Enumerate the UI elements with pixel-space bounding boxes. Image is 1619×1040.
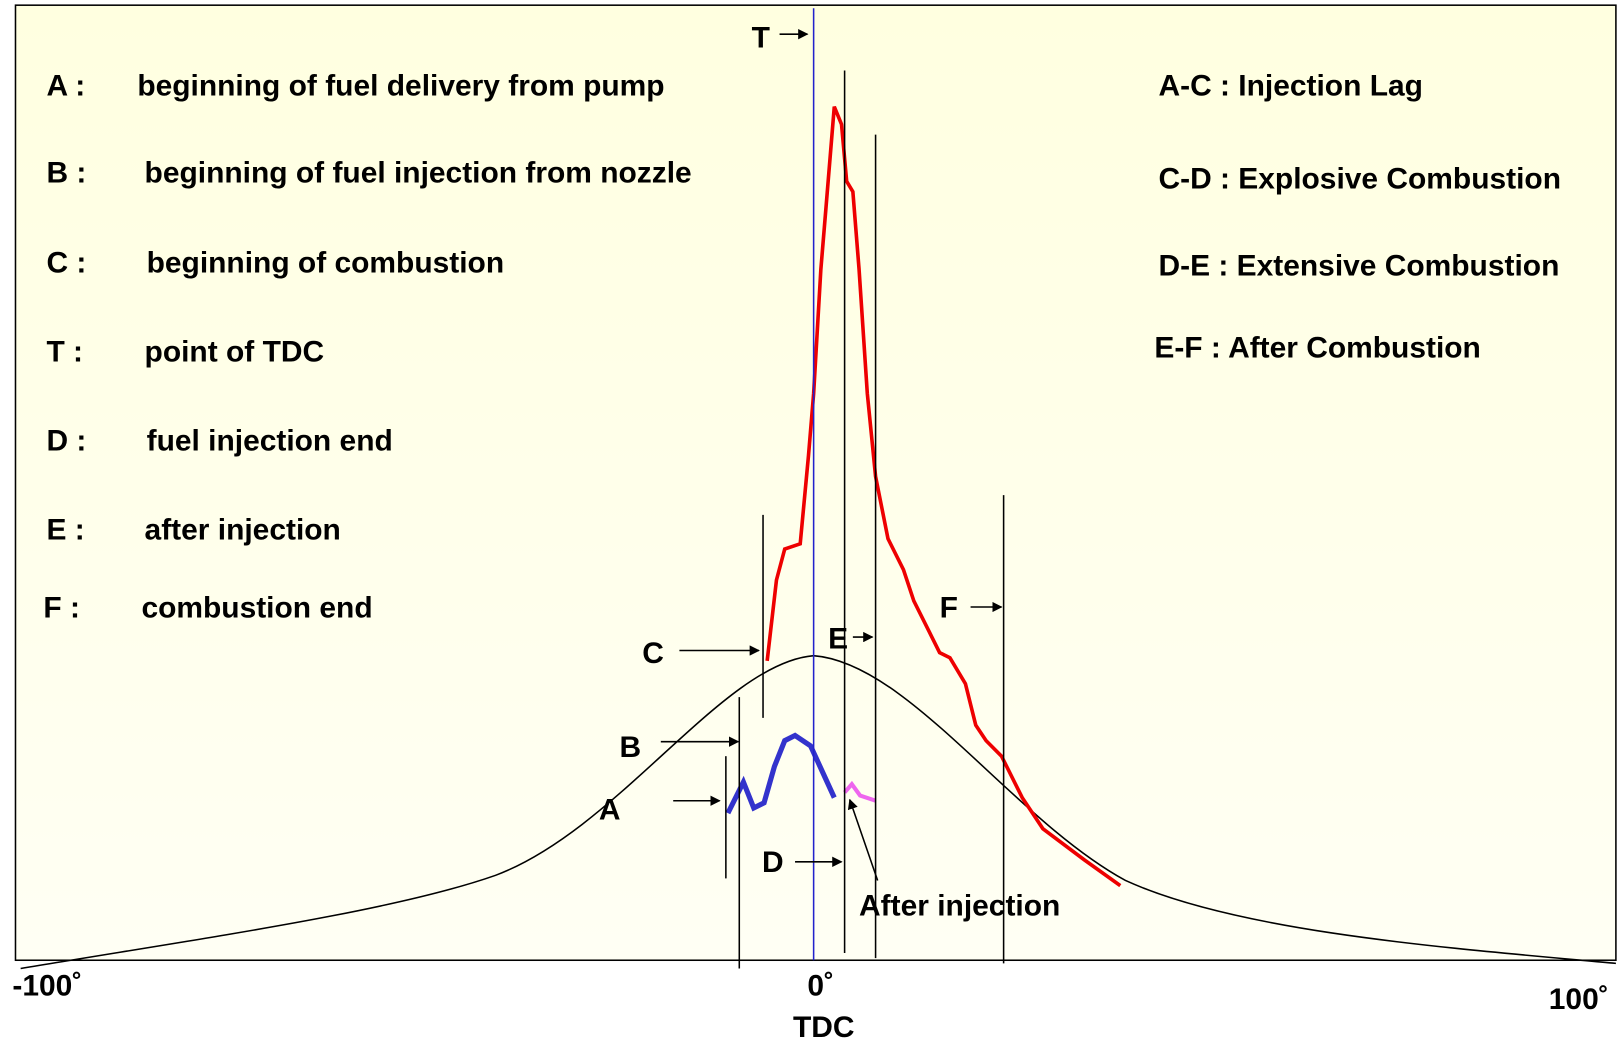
point-label: B — [620, 731, 642, 764]
legend-key: B : — [46, 156, 86, 189]
legend-key: E : — [46, 514, 84, 547]
axis-label: 0˚ — [807, 969, 834, 1002]
axis-labels: -100˚ 0˚ 100˚ TDC — [12, 969, 1608, 1040]
point-label: E — [828, 622, 848, 655]
point-label: A — [599, 793, 621, 826]
legend-key: A : — [46, 69, 85, 102]
legend-key: F : — [43, 591, 80, 624]
legend-left: A : beginning of fuel delivery from pump … — [43, 69, 691, 624]
legend-key: T : — [46, 335, 83, 368]
legend-text: fuel injection end — [147, 425, 393, 458]
legend-key: C : — [46, 246, 86, 279]
plot-frame — [14, 4, 1617, 962]
legend-text: after injection — [145, 514, 341, 547]
markers — [660, 8, 1005, 969]
phase-label: C-D : Explosive Combustion — [1158, 162, 1561, 195]
after-injection-label: After injection — [859, 890, 1060, 923]
legend-text: beginning of fuel delivery from pump — [137, 69, 664, 102]
after-injection-curve — [843, 780, 877, 803]
phase-label: D-E : Extensive Combustion — [1158, 249, 1559, 282]
legend-text: point of TDC — [145, 335, 325, 368]
phase-label: E-F : After Combustion — [1154, 331, 1481, 364]
legend-text: beginning of combustion — [147, 246, 505, 279]
axis-label: TDC — [793, 1011, 855, 1040]
point-label: T — [752, 22, 770, 55]
point-labels: A B C D E F T After injection — [599, 22, 1060, 923]
axis-label: 100˚ — [1549, 983, 1609, 1016]
point-label: C — [642, 637, 664, 670]
legend-right: A-C : Injection Lag C-D : Explosive Comb… — [1154, 69, 1561, 364]
point-label: D — [762, 846, 784, 879]
point-label: F — [940, 591, 958, 624]
arrow-after-injection — [847, 798, 879, 881]
legend-key: D : — [46, 425, 86, 458]
phase-label: A-C : Injection Lag — [1158, 69, 1422, 102]
axis-label: -100˚ — [12, 969, 82, 1002]
legend-text: combustion end — [141, 591, 372, 624]
injection-curve — [725, 732, 837, 815]
legend-text: beginning of fuel injection from nozzle — [145, 156, 692, 189]
